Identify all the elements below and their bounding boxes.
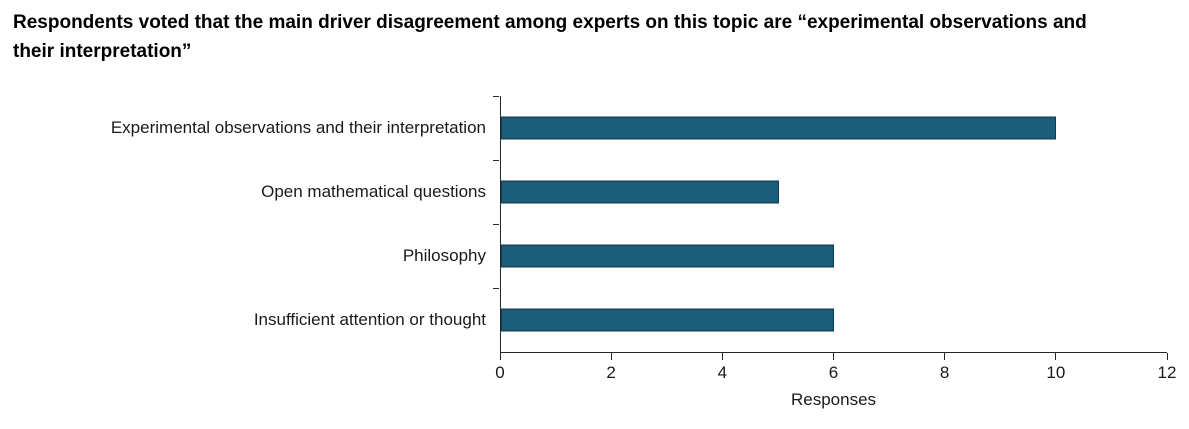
bar-track [493,95,1167,160]
category-label: Insufficient attention or thought [253,310,486,329]
x-tick-label: 10 [1046,363,1066,382]
x-tick-label: 12 [1157,363,1177,382]
chart-row: Philosophy [0,223,1167,288]
x-tick [944,353,946,360]
bar [501,116,1056,140]
bar-track [493,223,1167,288]
category-label: Philosophy [402,246,486,265]
chart-rows: Experimental observations and their inte… [0,95,1167,352]
x-tick [1166,353,1168,360]
chart-row: Experimental observations and their inte… [0,95,1167,160]
x-tick [499,353,501,360]
x-tick-label: 8 [939,363,950,382]
x-tick [1055,353,1057,360]
bar-track [493,159,1167,224]
bar [501,244,834,268]
x-tick-label: 6 [828,363,839,382]
x-tick [721,353,723,360]
chart-row: Open mathematical questions [0,159,1167,224]
bar [501,180,779,204]
bar [501,308,834,332]
category-label: Experimental observations and their inte… [110,118,486,137]
x-axis: 0 2 4 6 8 10 12 [495,352,1176,388]
chart-title: Respondents voted that the main driver d… [13,12,1087,63]
x-tick-label: 0 [495,363,505,382]
bar-track [493,287,1167,352]
x-axis-title: Responses [790,390,877,409]
x-tick [833,353,834,360]
plot-area: Experimental observations and their inte… [0,95,1176,410]
x-tick-label: 2 [606,363,616,382]
x-tick [610,353,612,360]
chart-row: Insufficient attention or thought [0,287,1167,352]
x-tick-label: 4 [717,363,728,382]
category-label: Open mathematical questions [261,182,486,201]
